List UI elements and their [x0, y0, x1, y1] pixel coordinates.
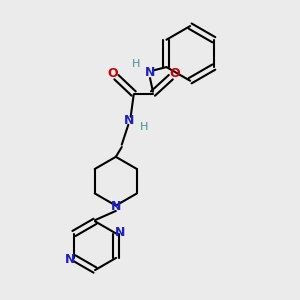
Text: H: H	[140, 122, 148, 132]
Text: N: N	[111, 200, 121, 213]
Text: O: O	[170, 67, 180, 80]
Text: N: N	[145, 66, 155, 79]
Text: O: O	[107, 67, 118, 80]
Text: H: H	[131, 59, 140, 69]
Text: N: N	[124, 114, 134, 127]
Text: N: N	[115, 226, 125, 239]
Text: N: N	[65, 253, 76, 266]
